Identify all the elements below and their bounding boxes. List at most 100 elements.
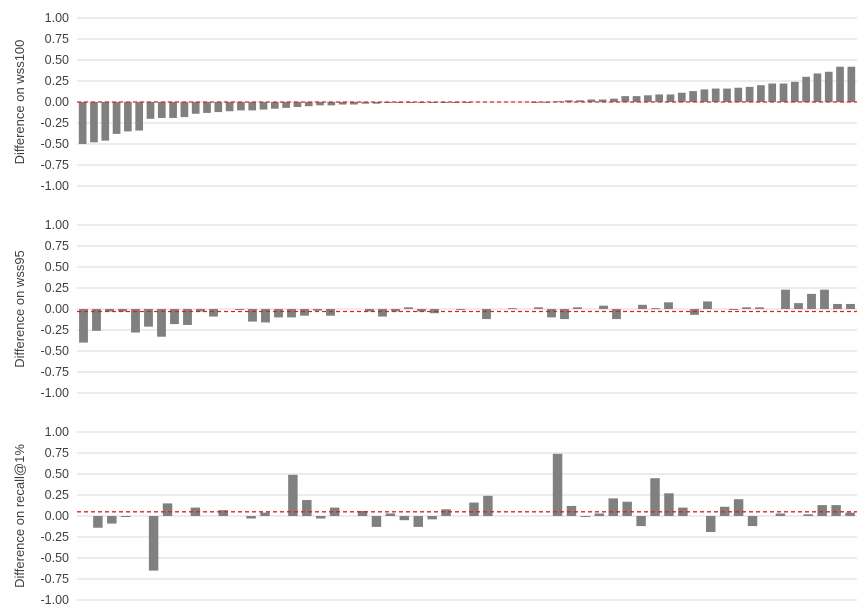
bar (326, 309, 335, 316)
bar (78, 102, 87, 144)
bar (124, 102, 132, 132)
bar (703, 301, 712, 309)
bar (817, 505, 827, 516)
y-tick-label: 0.75 (45, 32, 69, 46)
bar (237, 102, 245, 111)
y-tick-label: 0.25 (45, 74, 69, 88)
bar (775, 513, 786, 516)
bar (560, 309, 569, 320)
y-tick-label: 0.25 (45, 281, 69, 295)
bar (338, 102, 347, 105)
bar (93, 516, 103, 528)
bar (92, 309, 101, 331)
bar (836, 66, 844, 102)
bar (610, 98, 618, 102)
bar (146, 102, 155, 119)
bar (248, 102, 257, 111)
bar (169, 102, 177, 118)
bar (350, 102, 358, 105)
bar (807, 293, 816, 309)
bar (190, 507, 201, 516)
bar (813, 73, 822, 102)
bar (429, 102, 437, 103)
bar (742, 307, 751, 309)
bar (779, 83, 788, 102)
y-axis-title: Difference on wss95 (12, 250, 27, 368)
y-axis-title: Difference on wss100 (12, 40, 27, 165)
bar (316, 516, 326, 519)
bar (790, 81, 799, 102)
bar (260, 512, 270, 516)
y-tick-label: 0.00 (45, 95, 69, 109)
y-tick-label: 0.25 (45, 488, 69, 502)
bar (833, 303, 842, 309)
bar (105, 309, 114, 312)
bar (385, 513, 396, 516)
bar (846, 303, 855, 309)
bar (734, 87, 743, 102)
bar (553, 101, 562, 103)
bar (378, 309, 387, 317)
y-tick-label: -0.25 (41, 530, 70, 544)
bar (781, 289, 790, 309)
bar (157, 102, 166, 118)
bar (427, 516, 437, 520)
bar (313, 309, 322, 311)
bar (162, 503, 173, 516)
bar (225, 102, 234, 112)
bar (598, 99, 607, 102)
bar (534, 307, 543, 309)
bar (357, 510, 368, 516)
bar (372, 102, 381, 104)
bar (655, 94, 664, 102)
bar (469, 502, 479, 516)
bar (831, 505, 841, 516)
bar (441, 509, 451, 516)
bar (316, 102, 324, 106)
bar (413, 516, 423, 527)
y-tick-label: -0.50 (41, 551, 70, 565)
y-tick-label: -0.25 (41, 116, 70, 130)
bar (302, 500, 312, 516)
bar (729, 309, 738, 310)
bar (218, 510, 228, 516)
bar (170, 309, 179, 325)
bar (755, 307, 764, 309)
bar (594, 513, 605, 516)
bar (191, 102, 200, 114)
bar (131, 309, 140, 333)
bar (404, 307, 413, 309)
chart-panel-3: 1.00 0.75 0.50 0.25 0.00 -0.25 -0.50 -0.75 -1.00… (12, 425, 857, 607)
bar (664, 493, 674, 516)
bar (636, 516, 646, 527)
bar (723, 88, 731, 102)
y-tick-label: -0.75 (41, 365, 70, 379)
y-tick-label: 0.00 (45, 302, 69, 316)
bar (552, 453, 563, 516)
bar (745, 86, 754, 102)
bar (287, 309, 296, 318)
bar (644, 95, 652, 102)
bar (417, 309, 426, 312)
y-tick-label: 0.50 (45, 260, 69, 274)
bar (677, 92, 686, 102)
bar (235, 309, 244, 310)
bar (508, 308, 517, 310)
bar (300, 309, 309, 316)
y-tick-label: 1.00 (45, 11, 69, 25)
bar (101, 102, 110, 141)
bar (259, 102, 268, 110)
bar (79, 309, 88, 343)
bar (456, 309, 465, 310)
bar (135, 102, 144, 131)
bar (209, 309, 218, 317)
bar (664, 302, 673, 309)
y-tick-label: 0.50 (45, 467, 69, 481)
y-tick-label: -0.25 (41, 323, 70, 337)
y-tick-label: 1.00 (45, 218, 69, 232)
bar (689, 91, 697, 102)
bar (157, 309, 166, 337)
bar (214, 102, 223, 113)
bar (180, 102, 189, 118)
bar (371, 516, 382, 527)
